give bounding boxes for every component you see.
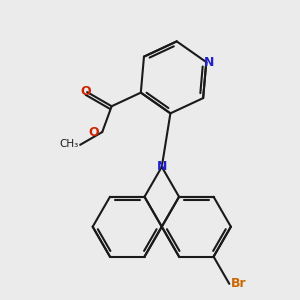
Text: Br: Br (231, 277, 247, 290)
Text: O: O (88, 126, 99, 139)
Text: N: N (203, 56, 214, 69)
Text: N: N (157, 160, 167, 173)
Text: CH₃: CH₃ (59, 139, 78, 149)
Text: O: O (80, 85, 91, 98)
